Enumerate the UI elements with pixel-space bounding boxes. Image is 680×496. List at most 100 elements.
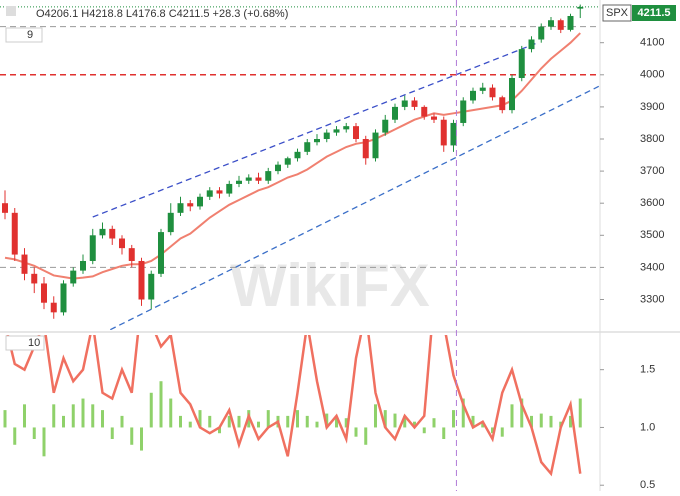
histogram-bar [471,415,475,428]
candle-body [528,39,535,50]
histogram-bar [432,418,436,428]
histogram-bar [315,421,319,428]
candle-body [167,212,174,233]
candle-body [450,122,457,146]
candle-body [255,177,262,181]
histogram-bar [344,418,348,428]
candle-body [197,196,203,207]
histogram-bar [23,404,26,428]
candle-body [333,129,340,133]
histogram-bar [149,392,153,428]
candle-body [119,238,125,249]
candle-body [236,180,242,184]
histogram-bar [110,427,114,439]
candle-body [50,302,57,313]
candle-body [431,116,437,120]
symbol: SPX [606,7,629,19]
y-tick-label: 3300 [640,293,664,305]
candle-body [31,273,38,284]
candle-body [479,87,486,91]
candle-body [353,126,359,139]
candle-body [138,260,145,300]
y2-tick-label: 0.5 [640,479,655,491]
candle-body [489,87,496,98]
last-price: 4211.5 [637,7,670,19]
ma-legend: 9 [27,29,33,41]
candle-body [538,26,545,40]
candle-body [89,235,96,261]
candle-body [128,248,135,261]
candle-body [158,232,164,274]
ma-line [4,32,581,280]
candle-body [265,171,272,181]
candle-body [440,119,447,146]
candle-body [275,164,281,172]
candle-body [470,90,476,101]
candle-body [372,132,379,159]
histogram-bar [13,427,17,445]
histogram-bar [442,427,446,439]
histogram-bar [354,427,358,437]
histogram-bar [188,421,192,428]
histogram-bar [569,415,572,428]
histogram-bar [452,410,455,428]
candle-body [216,190,223,194]
candle-body [41,283,47,303]
histogram-bar [218,427,221,434]
price-panel [0,4,600,330]
histogram-bar [101,410,104,428]
candle-body [2,203,8,213]
histogram-bar [91,404,95,428]
y-tick-label: 3600 [640,197,664,209]
symbol-box [602,4,632,22]
candle-body [323,132,330,139]
candle-body [509,78,515,111]
histogram-bar [62,415,65,428]
candle-body [314,138,320,143]
candle-body [499,97,506,111]
histogram-bar [81,398,85,428]
oscillator-panel [3,335,582,477]
histogram-bar [461,398,465,428]
histogram-bar [237,415,241,428]
histogram-bar [179,415,182,428]
candle-body [382,119,389,133]
histogram-bar [32,427,36,439]
watermark: WikiFX [230,252,429,319]
histogram-bar [257,421,260,428]
histogram-bar [227,415,231,428]
histogram-bar [140,427,143,451]
y-tick-label: 4000 [640,69,664,81]
candle-body [206,190,213,197]
candle-body [109,228,116,239]
candle-body [421,106,428,117]
candle-body [392,106,398,120]
y-tick-label: 4100 [640,37,664,49]
histogram-bar [130,427,134,445]
candle-body [401,100,408,107]
candle-body [60,283,67,313]
candle-body [245,177,252,181]
y-tick-label: 3400 [640,261,664,273]
y2-tick-label: 1.5 [640,364,655,376]
candle-body [80,260,86,271]
candle-body [411,100,418,107]
candle-body [187,203,194,207]
histogram-bar [71,404,75,428]
osc-legend: 10 [28,337,40,349]
candle-body [70,270,77,284]
histogram-bar [3,410,7,428]
candle-body [148,273,155,300]
histogram-bar [481,421,485,428]
histogram-bar [413,421,416,428]
candle-body [577,6,584,9]
trendline [110,85,600,330]
histogram-bar [325,413,329,428]
histogram-bar [491,427,494,434]
histogram-bar [198,410,202,428]
histogram-bar [374,404,377,428]
candle-body [518,49,525,79]
candle-body [362,138,369,159]
histogram-bar [422,427,426,434]
